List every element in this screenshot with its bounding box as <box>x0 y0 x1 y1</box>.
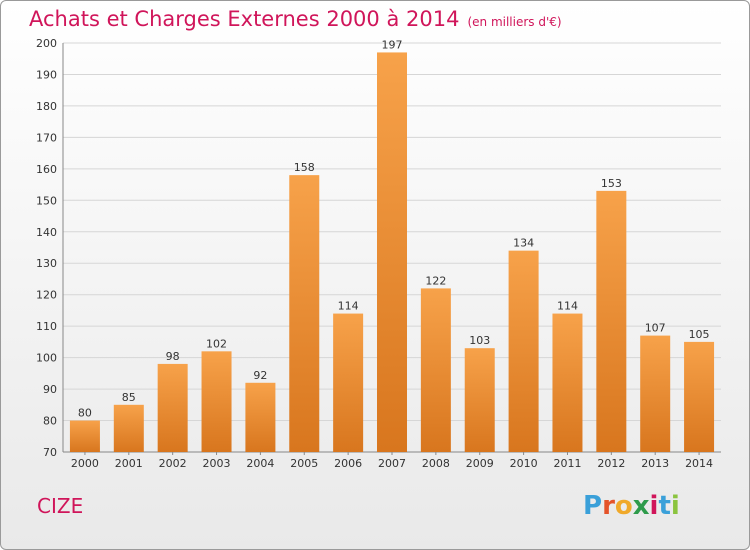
bar-2002 <box>157 363 188 452</box>
x-tick-label: 2008 <box>422 457 450 470</box>
bar-2001 <box>113 404 144 452</box>
data-label: 153 <box>601 177 622 190</box>
data-label: 85 <box>122 391 136 404</box>
y-tick-label: 190 <box>36 68 57 81</box>
y-tick-label: 200 <box>36 37 57 50</box>
data-label: 134 <box>513 237 534 250</box>
y-tick-label: 130 <box>36 257 57 270</box>
chart-title: Achats et Charges Externes 2000 à 2014 (e… <box>29 7 562 31</box>
bar-2008 <box>420 288 451 452</box>
logo-letter: P <box>583 491 603 521</box>
y-tick-label: 140 <box>36 226 57 239</box>
x-tick-label: 2002 <box>159 457 187 470</box>
y-tick-label: 80 <box>43 415 57 428</box>
data-label: 92 <box>253 369 267 382</box>
bar-2005 <box>289 175 320 452</box>
y-tick-label: 100 <box>36 352 57 365</box>
logo-letter: i <box>649 491 659 521</box>
bar-2003 <box>201 351 232 452</box>
bar-2011 <box>552 313 583 452</box>
x-tick-label: 2007 <box>378 457 406 470</box>
x-tick-label: 2001 <box>115 457 143 470</box>
bar-2009 <box>464 348 495 452</box>
proxiti-logo[interactable]: Proxiti <box>583 491 680 521</box>
data-label: 114 <box>557 300 578 313</box>
y-tick-label: 90 <box>43 383 57 396</box>
logo-letter: x <box>632 491 650 521</box>
y-tick-label: 70 <box>43 446 57 459</box>
chart-title-text: Achats et Charges Externes 2000 à 2014 <box>29 7 460 31</box>
bar-2007 <box>377 52 407 452</box>
bar-2010 <box>508 250 539 452</box>
data-label: 197 <box>382 38 403 51</box>
y-tick-label: 120 <box>36 289 57 302</box>
x-tick-label: 2005 <box>290 457 318 470</box>
commune-name: CIZE <box>37 494 84 518</box>
data-label: 107 <box>645 322 666 335</box>
x-tick-label: 2012 <box>597 457 625 470</box>
bar-2006 <box>333 313 364 452</box>
x-tick-label: 2000 <box>71 457 99 470</box>
y-tick-label: 170 <box>36 131 57 144</box>
y-tick-label: 110 <box>36 320 57 333</box>
x-tick-label: 2010 <box>510 457 538 470</box>
x-tick-label: 2011 <box>553 457 581 470</box>
logo-letter: t <box>658 491 671 521</box>
y-tick-label: 160 <box>36 163 57 176</box>
data-label: 98 <box>166 350 180 363</box>
x-tick-label: 2013 <box>641 457 669 470</box>
x-tick-label: 2003 <box>203 457 231 470</box>
y-tick-label: 180 <box>36 100 57 113</box>
logo-letter: o <box>614 491 633 521</box>
logo-letter: i <box>670 491 680 521</box>
x-tick-label: 2009 <box>466 457 494 470</box>
x-tick-label: 2006 <box>334 457 362 470</box>
x-tick-label: 2014 <box>685 457 713 470</box>
bar-2013 <box>640 335 671 452</box>
data-label: 102 <box>206 337 227 350</box>
data-label: 158 <box>294 161 315 174</box>
data-label: 114 <box>338 300 359 313</box>
data-label: 103 <box>469 334 490 347</box>
bar-2000 <box>69 420 100 452</box>
data-label: 122 <box>425 274 446 287</box>
data-label: 105 <box>689 328 710 341</box>
bar-2014 <box>684 341 715 452</box>
chart-subtitle: (en milliers d'€) <box>467 15 562 29</box>
bar-2004 <box>245 382 276 452</box>
x-tick-label: 2004 <box>246 457 274 470</box>
bar-2012 <box>596 190 627 452</box>
logo-letter: r <box>602 491 615 521</box>
data-label: 80 <box>78 407 92 420</box>
y-tick-label: 150 <box>36 194 57 207</box>
